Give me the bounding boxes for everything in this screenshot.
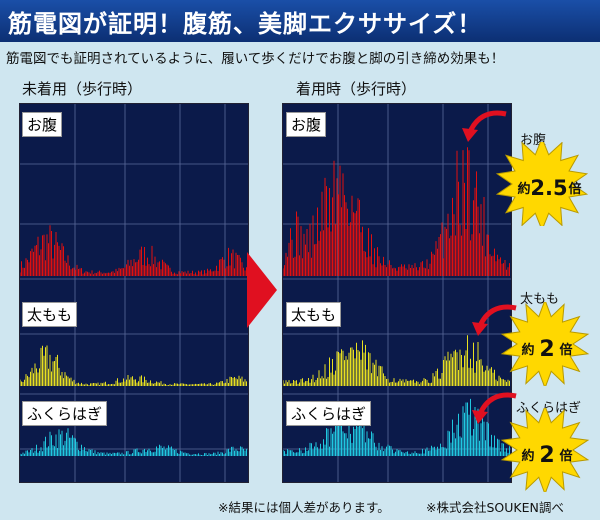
burst-part-label-calf: ふくらはぎ <box>516 401 582 416</box>
after-emg-chart <box>283 104 511 482</box>
burst-suffix: 倍 <box>568 181 581 197</box>
after-segment-label-thigh: 太もも <box>286 302 342 327</box>
before-segment-label-abdomen: お腹 <box>22 112 63 137</box>
curved-arrow-icon <box>462 110 507 142</box>
starburst-icon: 約 2 倍 <box>500 298 590 390</box>
increase-badge-calf: 約 2 倍 <box>500 404 590 496</box>
footnote-individual-difference: ※結果には個人差があります。 <box>218 500 390 515</box>
burst-prefix: 約 <box>517 181 530 197</box>
burst-value: 2.5 <box>530 176 567 200</box>
before-segment-label-thigh: 太もも <box>22 302 78 327</box>
emg-signal-trace <box>283 335 510 386</box>
burst-value: 2 <box>539 443 554 468</box>
increase-badge-abdomen: 約 2.5 倍 <box>494 136 590 232</box>
title-banner: 筋電図が証明！腹筋、美脚エクササイズ！ <box>0 0 600 42</box>
emg-signal-trace <box>20 225 247 276</box>
burst-suffix: 倍 <box>559 448 572 464</box>
burst-part-label-thigh: 太もも <box>520 292 560 307</box>
transition-arrow-icon <box>247 252 277 328</box>
footnote-source: ※株式会社SOUKEN調べ <box>426 500 564 515</box>
emg-signal-trace <box>20 345 247 386</box>
before-label: 未着用（歩行時） <box>22 80 143 98</box>
before-segment-label-calf: ふくらはぎ <box>22 401 108 426</box>
after-segment-label-calf: ふくらはぎ <box>286 401 372 426</box>
curved-arrow-icon <box>472 392 517 424</box>
emg-signal-trace <box>20 428 247 456</box>
burst-prefix: 約 <box>521 448 534 464</box>
before-emg-chart <box>20 104 248 482</box>
increase-badge-thigh: 約 2 倍 <box>500 298 590 390</box>
curved-arrow-icon <box>472 304 517 336</box>
starburst-icon: 約 2.5 倍 <box>495 136 589 232</box>
after-emg-panel <box>282 103 512 483</box>
burst-value: 2 <box>539 337 554 362</box>
subtitle: 筋電図でも証明されているように、履いて歩くだけでお腹と脚の引き締め効果も！ <box>6 51 505 67</box>
after-segment-label-abdomen: お腹 <box>286 112 327 137</box>
after-label: 着用時（歩行時） <box>296 80 417 98</box>
emg-signal-trace <box>283 398 510 456</box>
banner-title: 筋電図が証明！腹筋、美脚エクササイズ！ <box>8 10 483 38</box>
before-emg-panel <box>19 103 249 483</box>
starburst-icon: 約 2 倍 <box>500 404 590 496</box>
emg-signal-trace <box>283 147 510 276</box>
burst-suffix: 倍 <box>559 342 572 358</box>
burst-prefix: 約 <box>521 342 534 358</box>
